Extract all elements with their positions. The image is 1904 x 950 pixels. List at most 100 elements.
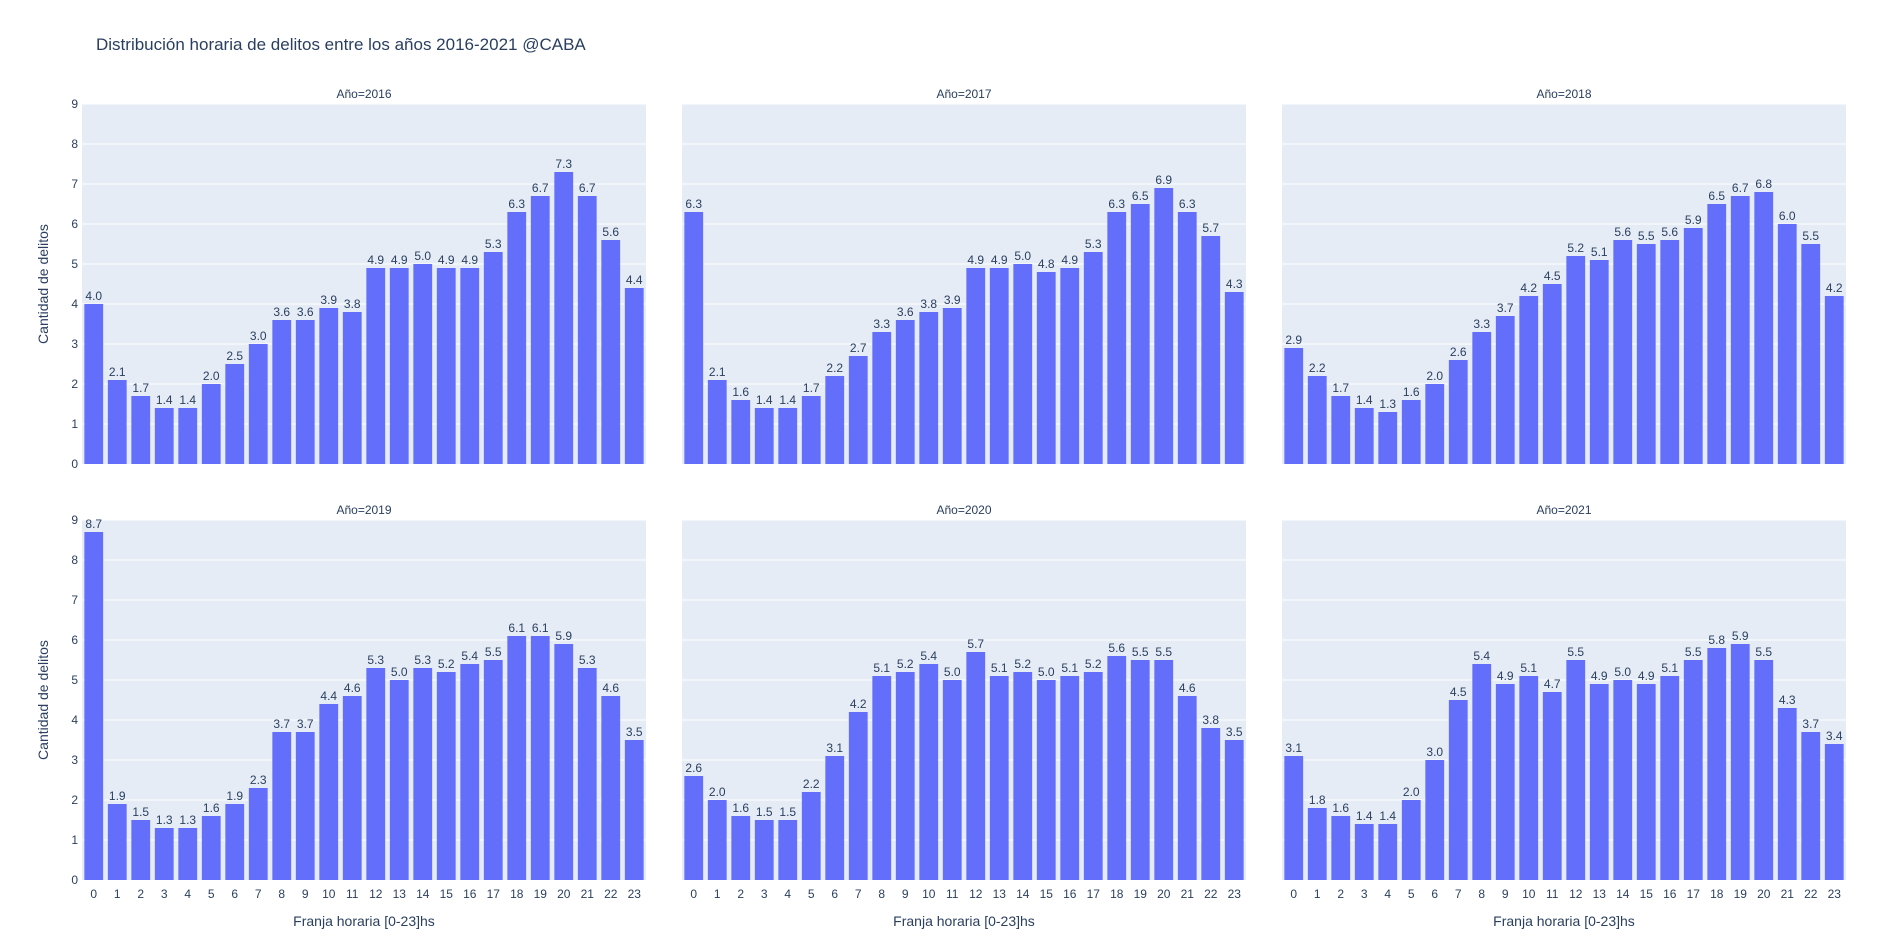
x-tick-label: 21 <box>1181 887 1195 901</box>
y-tick-label: 6 <box>71 633 78 647</box>
bar-value-label: 1.7 <box>132 381 149 395</box>
bar <box>225 364 245 464</box>
panel-subtitle: Año=2020 <box>936 503 991 517</box>
bar-value-label: 5.5 <box>1755 645 1772 659</box>
y-tick-label: 1 <box>71 417 78 431</box>
x-tick-label: 14 <box>1016 887 1030 901</box>
bar-value-label: 1.6 <box>732 801 749 815</box>
plot-area <box>1282 104 1846 464</box>
bar <box>1378 412 1398 464</box>
bar <box>1660 240 1680 464</box>
bar-value-label: 1.7 <box>1332 381 1349 395</box>
bar <box>966 268 986 464</box>
bar <box>1201 236 1221 464</box>
bar-value-label: 5.1 <box>1661 661 1678 675</box>
x-tick-label: 19 <box>1134 887 1148 901</box>
bar-value-label: 5.6 <box>1108 641 1125 655</box>
bar-value-label: 4.5 <box>1544 269 1561 283</box>
x-tick-label: 17 <box>1687 887 1701 901</box>
bar <box>1589 260 1609 464</box>
bar <box>178 828 198 880</box>
bar <box>801 792 821 880</box>
bar <box>530 636 550 880</box>
bar-value-label: 5.2 <box>1014 657 1031 671</box>
x-tick-label: 15 <box>1640 887 1654 901</box>
x-tick-label: 4 <box>184 887 191 901</box>
x-tick-label: 18 <box>1710 887 1724 901</box>
bar-value-label: 1.4 <box>1356 809 1373 823</box>
bar-value-label: 3.6 <box>297 305 314 319</box>
bar-value-label: 2.1 <box>109 365 126 379</box>
bar-value-label: 5.6 <box>1661 225 1678 239</box>
bar-value-label: 4.9 <box>1591 669 1608 683</box>
bar-value-label: 3.6 <box>897 305 914 319</box>
bar <box>436 268 456 464</box>
bar-value-label: 5.5 <box>1567 645 1584 659</box>
bar <box>1013 672 1033 880</box>
bar-value-label: 1.3 <box>1379 397 1396 411</box>
bar <box>778 408 798 464</box>
bar <box>1425 760 1445 880</box>
bar-value-label: 2.9 <box>1285 333 1302 347</box>
x-tick-label: 6 <box>1431 887 1438 901</box>
bar-value-label: 6.3 <box>508 197 525 211</box>
x-tick-label: 16 <box>1663 887 1677 901</box>
bar-value-label: 4.9 <box>391 253 408 267</box>
bar <box>1636 244 1656 464</box>
x-tick-label: 0 <box>1290 887 1297 901</box>
x-tick-label: 9 <box>1502 887 1509 901</box>
plot-area <box>82 104 646 464</box>
bar <box>1754 660 1774 880</box>
y-tick-label: 0 <box>71 873 78 887</box>
bar-value-label: 5.1 <box>1061 661 1078 675</box>
bar <box>154 408 174 464</box>
bar <box>389 268 409 464</box>
bar <box>1331 816 1351 880</box>
x-tick-label: 11 <box>1546 887 1559 901</box>
bar-value-label: 4.9 <box>1638 669 1655 683</box>
bar-value-label: 3.9 <box>944 293 961 307</box>
bar-value-label: 1.4 <box>1356 393 1373 407</box>
bar-value-label: 4.8 <box>1038 257 1055 271</box>
bar-value-label: 5.9 <box>1685 213 1702 227</box>
x-tick-label: 11 <box>946 887 959 901</box>
x-axis-label: Franja horaria [0-23]hs <box>293 913 435 929</box>
bar <box>624 288 644 464</box>
x-tick-label: 21 <box>581 887 595 901</box>
bar-value-label: 5.5 <box>1802 229 1819 243</box>
bar-value-label: 4.6 <box>1179 681 1196 695</box>
bar-value-label: 3.9 <box>320 293 337 307</box>
x-axis-label: Franja horaria [0-23]hs <box>1493 913 1635 929</box>
bar-value-label: 3.7 <box>1802 717 1819 731</box>
bar-value-label: 5.2 <box>438 657 455 671</box>
bar-value-label: 4.3 <box>1226 277 1243 291</box>
bar <box>1177 212 1197 464</box>
bar-value-label: 1.5 <box>756 805 773 819</box>
bar <box>895 320 915 464</box>
bar <box>1824 744 1844 880</box>
bar-value-label: 6.5 <box>1132 189 1149 203</box>
bar-value-label: 3.8 <box>1202 713 1219 727</box>
bar <box>577 196 597 464</box>
bar <box>754 408 774 464</box>
bar <box>1331 396 1351 464</box>
bar <box>1284 756 1304 880</box>
bar <box>1636 684 1656 880</box>
bar-value-label: 5.6 <box>602 225 619 239</box>
bar-value-label: 4.6 <box>344 681 361 695</box>
bar <box>225 804 245 880</box>
x-tick-label: 1 <box>714 887 721 901</box>
bar <box>460 268 480 464</box>
bar <box>1589 684 1609 880</box>
bar-value-label: 1.4 <box>756 393 773 407</box>
bar <box>1401 400 1421 464</box>
bar-value-label: 6.3 <box>685 197 702 211</box>
bar <box>1425 384 1445 464</box>
bar <box>684 212 704 464</box>
bar-value-label: 4.6 <box>602 681 619 695</box>
bar <box>1201 728 1221 880</box>
x-tick-label: 14 <box>416 887 430 901</box>
bar <box>1107 212 1127 464</box>
bar-value-label: 2.5 <box>226 349 243 363</box>
bar-value-label: 5.0 <box>1614 665 1631 679</box>
